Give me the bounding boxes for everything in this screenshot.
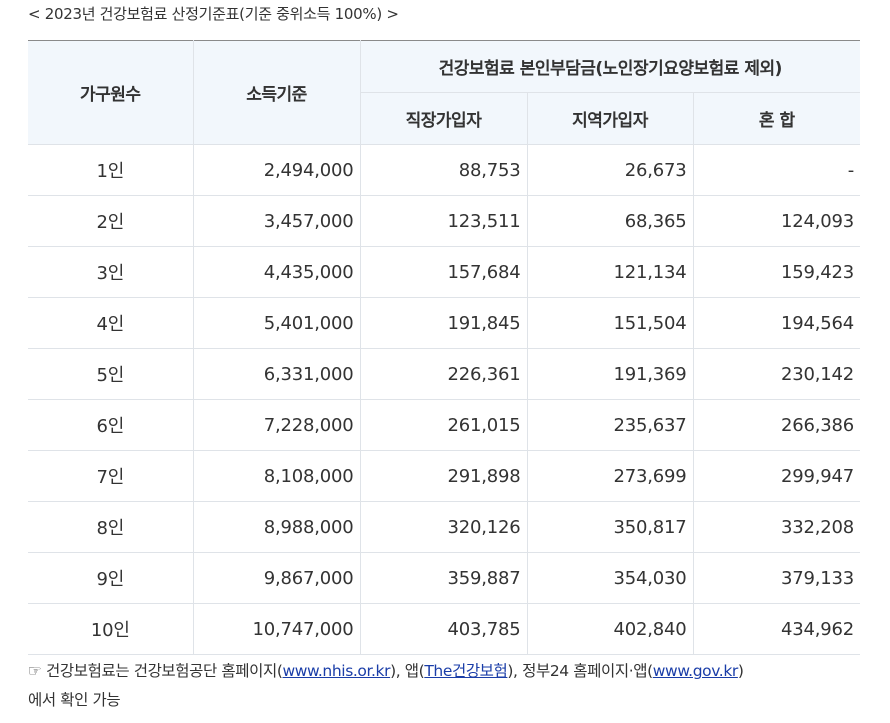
header-workplace: 직장가입자	[360, 92, 528, 145]
cell-regional: 235,637	[527, 399, 694, 451]
header-premium-group: 건강보험료 본인부담금(노인장기요양보험료 제외)	[360, 40, 860, 93]
cell-household: 7인	[28, 450, 194, 502]
cell-mixed: 379,133	[693, 552, 860, 604]
footnote-mid1: ), 앱(	[390, 662, 425, 680]
header-household: 가구원수	[28, 40, 194, 145]
footnote-mid2: ), 정부24 홈페이지·앱(	[507, 662, 653, 680]
footnote-lead: ☞ 건강보험료는 건강보험공단 홈페이지(	[28, 662, 283, 680]
cell-mixed: 332,208	[693, 501, 860, 553]
cell-workplace: 88,753	[360, 144, 528, 196]
cell-workplace: 123,511	[360, 195, 528, 247]
cell-workplace: 291,898	[360, 450, 528, 502]
cell-regional: 26,673	[527, 144, 694, 196]
cell-mixed: 194,564	[693, 297, 860, 349]
table-row: 4인 5,401,000 191,845 151,504 194,564	[28, 297, 860, 349]
cell-regional: 68,365	[527, 195, 694, 247]
cell-regional: 121,134	[527, 246, 694, 298]
cell-income: 8,988,000	[193, 501, 361, 553]
cell-regional: 273,699	[527, 450, 694, 502]
cell-workplace: 261,015	[360, 399, 528, 451]
header-mixed: 혼 합	[693, 92, 860, 145]
cell-regional: 191,369	[527, 348, 694, 400]
footnote-line2: 에서 확인 가능	[28, 691, 121, 709]
footnote-tail: )	[737, 662, 744, 680]
cell-household: 1인	[28, 144, 194, 196]
cell-income: 2,494,000	[193, 144, 361, 196]
cell-income: 9,867,000	[193, 552, 361, 604]
table-row: 3인 4,435,000 157,684 121,134 159,423	[28, 246, 860, 298]
cell-mixed: 159,423	[693, 246, 860, 298]
cell-household: 8인	[28, 501, 194, 553]
table-row: 10인 10,747,000 403,785 402,840 434,962	[28, 603, 860, 655]
table-row: 5인 6,331,000 226,361 191,369 230,142	[28, 348, 860, 400]
table-caption: < 2023년 건강보험료 산정기준표(기준 중위소득 100%) >	[28, 5, 399, 23]
cell-regional: 402,840	[527, 603, 694, 655]
cell-income: 7,228,000	[193, 399, 361, 451]
cell-income: 10,747,000	[193, 603, 361, 655]
cell-workplace: 320,126	[360, 501, 528, 553]
table-row: 2인 3,457,000 123,511 68,365 124,093	[28, 195, 860, 247]
table-row: 8인 8,988,000 320,126 350,817 332,208	[28, 501, 860, 553]
cell-regional: 354,030	[527, 552, 694, 604]
cell-income: 4,435,000	[193, 246, 361, 298]
header-regional: 지역가입자	[527, 92, 694, 145]
cell-income: 5,401,000	[193, 297, 361, 349]
cell-household: 6인	[28, 399, 194, 451]
header-income: 소득기준	[193, 40, 361, 145]
cell-mixed: -	[693, 144, 860, 196]
footnote: ☞ 건강보험료는 건강보험공단 홈페이지(www.nhis.or.kr), 앱(…	[28, 657, 868, 715]
table-row: 1인 2,494,000 88,753 26,673-	[28, 144, 860, 196]
cell-mixed: 266,386	[693, 399, 860, 451]
cell-mixed: 230,142	[693, 348, 860, 400]
nhis-link[interactable]: www.nhis.or.kr	[282, 662, 391, 680]
cell-workplace: 359,887	[360, 552, 528, 604]
table-row: 7인 8,108,000 291,898 273,699 299,947	[28, 450, 860, 502]
cell-household: 4인	[28, 297, 194, 349]
table-row: 9인 9,867,000 359,887 354,030 379,133	[28, 552, 860, 604]
table-body: 1인 2,494,000 88,753 26,673-2인 3,457,000 123,5…	[28, 144, 860, 655]
cell-workplace: 157,684	[360, 246, 528, 298]
cell-regional: 350,817	[527, 501, 694, 553]
gov-link[interactable]: www.gov.kr	[652, 662, 739, 680]
insurance-standard-table: 가구원수 소득기준 건강보험료 본인부담금(노인장기요양보험료 제외) 직장가입…	[28, 40, 860, 655]
cell-household: 5인	[28, 348, 194, 400]
cell-income: 8,108,000	[193, 450, 361, 502]
cell-mixed: 434,962	[693, 603, 860, 655]
cell-household: 2인	[28, 195, 194, 247]
cell-household: 3인	[28, 246, 194, 298]
cell-income: 6,331,000	[193, 348, 361, 400]
cell-workplace: 191,845	[360, 297, 528, 349]
cell-mixed: 299,947	[693, 450, 860, 502]
app-link[interactable]: The건강보험	[424, 662, 508, 680]
cell-workplace: 403,785	[360, 603, 528, 655]
cell-household: 10인	[28, 603, 194, 655]
cell-mixed: 124,093	[693, 195, 860, 247]
cell-workplace: 226,361	[360, 348, 528, 400]
table-row: 6인 7,228,000 261,015 235,637 266,386	[28, 399, 860, 451]
cell-household: 9인	[28, 552, 194, 604]
cell-income: 3,457,000	[193, 195, 361, 247]
cell-regional: 151,504	[527, 297, 694, 349]
